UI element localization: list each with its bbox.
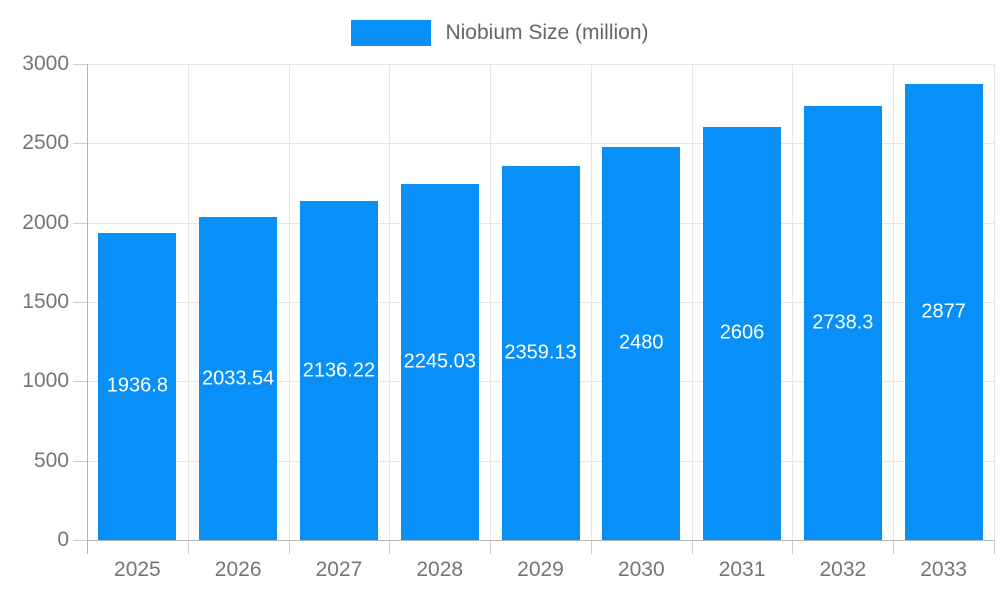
bar-value-label: 1936.8 <box>106 374 168 397</box>
x-axis-tick-label: 2026 <box>214 558 262 581</box>
x-axis-tick <box>792 540 794 554</box>
y-axis-tick <box>73 540 87 541</box>
x-axis-tick <box>187 540 189 554</box>
bar-2030[interactable]: 2480 <box>602 146 681 540</box>
bar-2025[interactable]: 1936.8 <box>98 232 177 540</box>
legend-label: Niobium Size (million) <box>445 21 649 44</box>
gridline-horizontal <box>87 64 994 65</box>
bar-2026[interactable]: 2033.54 <box>199 217 278 540</box>
gridline-vertical <box>187 64 189 540</box>
y-axis-tick <box>73 381 87 383</box>
x-axis-tick <box>893 540 895 554</box>
bar-2028[interactable]: 2245.03 <box>400 183 479 540</box>
x-axis-tick-label: 2027 <box>315 558 363 581</box>
x-axis-tick-label: 2030 <box>617 558 665 581</box>
x-axis-tick <box>994 540 995 554</box>
y-axis-tick <box>73 222 87 224</box>
y-axis-tick <box>73 302 87 303</box>
gridline-vertical <box>490 64 492 540</box>
bar-value-label: 2877 <box>921 300 966 323</box>
x-axis-tick <box>288 540 290 554</box>
bar-value-label: 2033.54 <box>202 367 275 390</box>
x-axis-tick <box>389 540 391 554</box>
y-axis-tick-label: 3000 <box>22 52 69 75</box>
x-axis-tick <box>490 540 492 554</box>
y-axis-tick-label: 1000 <box>22 369 69 393</box>
y-axis-line <box>87 64 88 554</box>
y-axis-tick <box>73 143 87 145</box>
x-axis-tick <box>590 540 592 554</box>
x-axis-line <box>87 540 994 541</box>
x-axis-tick-label: 2025 <box>114 558 161 581</box>
y-axis-tick <box>73 460 87 462</box>
y-axis-tick-label: 2000 <box>22 210 69 234</box>
gridline-vertical <box>994 64 995 540</box>
bar-value-label: 2738.3 <box>812 311 874 334</box>
y-axis-tick-label: 1500 <box>22 290 69 313</box>
x-axis-tick-label: 2029 <box>517 558 564 581</box>
gridline-vertical <box>893 64 895 540</box>
legend-swatch <box>351 20 432 46</box>
x-axis-tick-label: 2033 <box>920 558 967 581</box>
x-axis-tick-label: 2031 <box>718 558 766 581</box>
gridline-vertical <box>389 64 391 540</box>
bar-value-label: 2245.03 <box>403 350 476 373</box>
gridline-horizontal <box>87 143 994 145</box>
bar-2029[interactable]: 2359.13 <box>501 165 580 540</box>
gridline-vertical <box>288 64 290 540</box>
bar-2032[interactable]: 2738.3 <box>803 105 882 540</box>
y-axis-tick-label: 2500 <box>22 131 69 155</box>
y-axis-tick-label: 500 <box>33 448 69 472</box>
y-axis-tick-label: 0 <box>57 528 69 551</box>
gridline-vertical <box>691 64 693 540</box>
gridline-vertical <box>590 64 592 540</box>
x-axis-tick-label: 2032 <box>819 558 867 581</box>
bar-2027[interactable]: 2136.22 <box>299 201 378 540</box>
bar-value-label: 2606 <box>719 321 765 344</box>
bar-value-label: 2136.22 <box>302 359 376 382</box>
bar-2031[interactable]: 2606 <box>703 126 782 540</box>
bar-2033[interactable]: 2877 <box>904 83 983 540</box>
bar-value-label: 2480 <box>619 331 664 354</box>
y-axis-tick <box>73 64 87 65</box>
x-axis-tick <box>691 540 693 554</box>
gridline-vertical <box>792 64 794 540</box>
legend[interactable]: Niobium Size (million) <box>0 18 1000 48</box>
x-axis-tick-label: 2028 <box>416 558 464 581</box>
bar-value-label: 2359.13 <box>504 341 577 364</box>
